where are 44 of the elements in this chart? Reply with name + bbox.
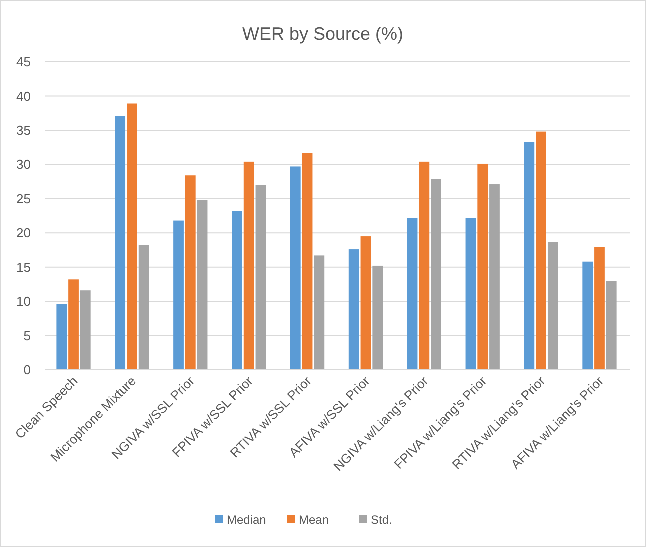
y-tick-label: 35: [16, 122, 31, 138]
bar: [407, 218, 418, 370]
bar: [314, 256, 325, 370]
bar: [56, 304, 68, 370]
bar: [360, 236, 372, 370]
bar: [536, 132, 546, 370]
bar: [606, 281, 617, 370]
legend-label: Std.: [371, 513, 392, 528]
bar: [372, 266, 384, 370]
bar: [490, 184, 500, 370]
bar: [524, 142, 535, 370]
bar: [419, 162, 430, 370]
legend-label: Mean: [299, 513, 330, 528]
y-tick-label: 45: [16, 54, 31, 70]
bar: [582, 262, 594, 370]
y-tick-label: 30: [16, 157, 31, 172]
bar: [302, 153, 313, 370]
y-tick-label: 10: [16, 294, 31, 310]
y-tick-label: 5: [24, 328, 31, 344]
bar: [138, 245, 150, 370]
bar: [174, 220, 184, 370]
bar: [290, 166, 301, 370]
y-tick-label: 0: [24, 362, 31, 378]
y-tick-label: 40: [16, 88, 31, 104]
bar: [127, 104, 138, 370]
bar: [466, 218, 476, 370]
bar: [431, 179, 442, 370]
bar: [548, 242, 558, 370]
bar: [594, 247, 605, 370]
bar: [115, 116, 126, 370]
y-tick-label: 25: [16, 191, 31, 206]
bar: [185, 176, 196, 370]
bar: [197, 200, 208, 370]
legend-label: Median: [227, 513, 266, 528]
bar: [244, 162, 254, 370]
bar: [348, 250, 360, 370]
bar: [68, 280, 79, 370]
y-tick-label: 15: [16, 260, 31, 275]
bar: [478, 164, 488, 370]
bar: [232, 211, 242, 370]
bar: [80, 290, 91, 370]
chart-title: WER by Source (%): [242, 24, 404, 44]
bar: [256, 185, 266, 370]
y-tick-label: 20: [16, 226, 31, 241]
